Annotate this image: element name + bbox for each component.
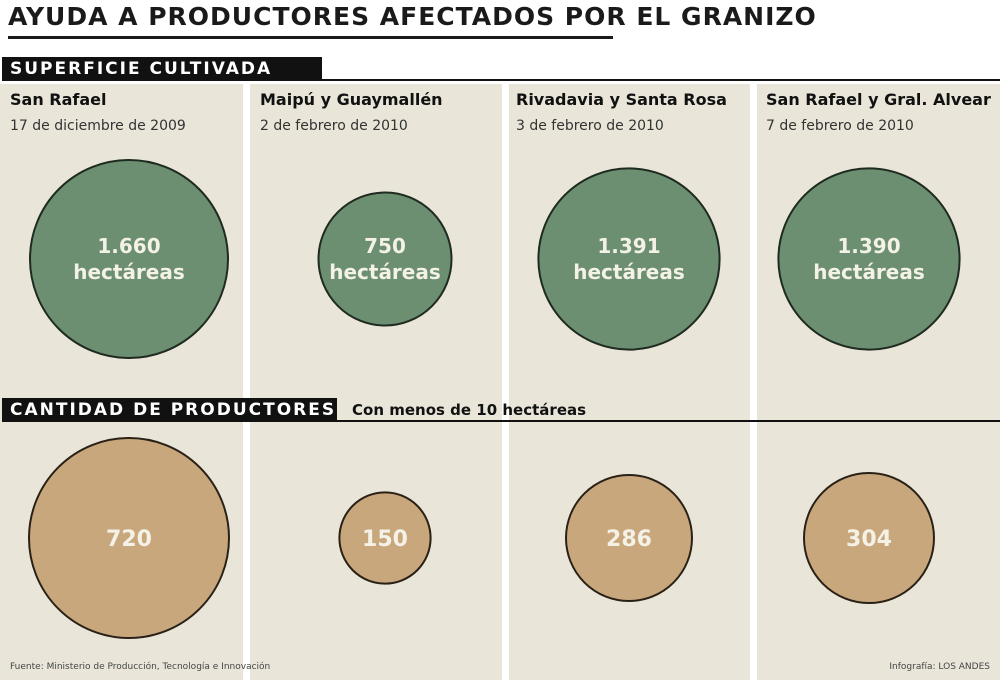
surface-unit-label-1: hectáreas xyxy=(73,260,185,284)
surface-unit-label-4: hectáreas xyxy=(813,260,925,284)
date-label-4: 7 de febrero de 2010 xyxy=(766,118,914,134)
surface-bubble-3 xyxy=(537,167,721,351)
producers-value-label-2: 150 xyxy=(362,527,408,552)
region-label-2: Maipú y Guaymallén xyxy=(260,90,443,109)
surface-unit-label-2: hectáreas xyxy=(329,260,441,284)
section-surface-rule xyxy=(322,79,1000,81)
producers-bubble-2 xyxy=(338,491,432,585)
credit-note: Infografía: LOS ANDES xyxy=(889,662,990,672)
region-label-4: San Rafael y Gral. Alvear xyxy=(766,90,991,109)
producers-value-label-4: 304 xyxy=(846,527,892,552)
surface-value-label-1: 1.660 xyxy=(97,234,160,258)
title-underline xyxy=(8,36,613,39)
surface-unit-label-3: hectáreas xyxy=(573,260,685,284)
chart-title: AYUDA A PRODUCTORES AFECTADOS POR EL GRA… xyxy=(8,2,817,31)
date-label-3: 3 de febrero de 2010 xyxy=(516,118,664,134)
source-note: Fuente: Ministerio de Producción, Tecnol… xyxy=(10,662,271,672)
producers-value-label-3: 286 xyxy=(606,527,652,552)
producers-bubble-1 xyxy=(28,437,230,639)
surface-bubble-1 xyxy=(29,159,229,359)
producers-value-label-1: 720 xyxy=(106,527,152,552)
date-label-1: 17 de diciembre de 2009 xyxy=(10,118,186,134)
producers-bubble-4 xyxy=(803,472,935,604)
region-label-1: San Rafael xyxy=(10,90,107,109)
surface-value-label-4: 1.390 xyxy=(837,234,900,258)
surface-value-label-2: 750 xyxy=(364,234,406,258)
section-surface-label: SUPERFICIE CULTIVADA xyxy=(2,57,322,81)
region-label-3: Rivadavia y Santa Rosa xyxy=(516,90,727,109)
surface-value-label-3: 1.391 xyxy=(597,234,660,258)
producers-note: Con menos de 10 hectáreas xyxy=(352,401,587,419)
surface-bubble-2 xyxy=(317,191,453,327)
producers-bubble-3 xyxy=(565,474,693,602)
section-producers-label: CANTIDAD DE PRODUCTORES xyxy=(2,398,337,422)
section-producers-rule xyxy=(337,420,1000,422)
date-label-2: 2 de febrero de 2010 xyxy=(260,118,408,134)
surface-bubble-4 xyxy=(777,167,961,351)
